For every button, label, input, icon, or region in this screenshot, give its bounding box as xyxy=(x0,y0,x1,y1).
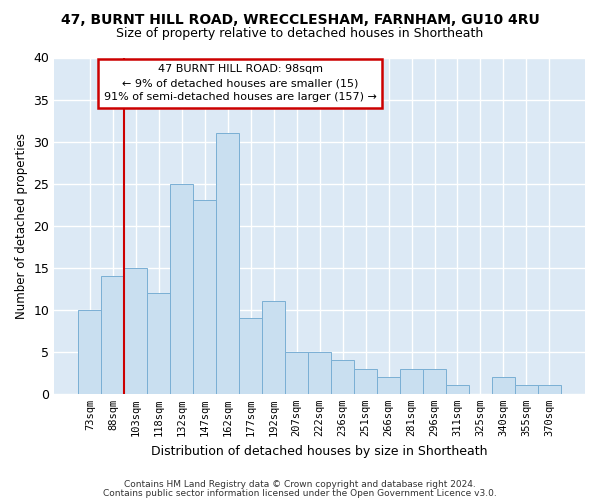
Bar xyxy=(308,352,331,394)
Text: 47, BURNT HILL ROAD, WRECCLESHAM, FARNHAM, GU10 4RU: 47, BURNT HILL ROAD, WRECCLESHAM, FARNHA… xyxy=(61,12,539,26)
Y-axis label: Number of detached properties: Number of detached properties xyxy=(15,132,28,318)
Bar xyxy=(400,368,423,394)
Text: Contains HM Land Registry data © Crown copyright and database right 2024.: Contains HM Land Registry data © Crown c… xyxy=(124,480,476,489)
X-axis label: Distribution of detached houses by size in Shortheath: Distribution of detached houses by size … xyxy=(151,444,488,458)
Bar xyxy=(354,368,377,394)
Bar xyxy=(492,377,515,394)
Bar xyxy=(239,318,262,394)
Bar xyxy=(377,377,400,394)
Bar xyxy=(124,268,148,394)
Bar xyxy=(423,368,446,394)
Bar xyxy=(216,133,239,394)
Text: 47 BURNT HILL ROAD: 98sqm
← 9% of detached houses are smaller (15)
91% of semi-d: 47 BURNT HILL ROAD: 98sqm ← 9% of detach… xyxy=(104,64,376,102)
Text: Contains public sector information licensed under the Open Government Licence v3: Contains public sector information licen… xyxy=(103,488,497,498)
Bar xyxy=(285,352,308,394)
Bar xyxy=(101,276,124,394)
Bar xyxy=(515,386,538,394)
Bar xyxy=(446,386,469,394)
Bar xyxy=(331,360,354,394)
Bar xyxy=(148,293,170,394)
Bar xyxy=(170,184,193,394)
Text: Size of property relative to detached houses in Shortheath: Size of property relative to detached ho… xyxy=(116,28,484,40)
Bar xyxy=(262,302,285,394)
Bar xyxy=(193,200,216,394)
Bar xyxy=(538,386,561,394)
Bar xyxy=(79,310,101,394)
